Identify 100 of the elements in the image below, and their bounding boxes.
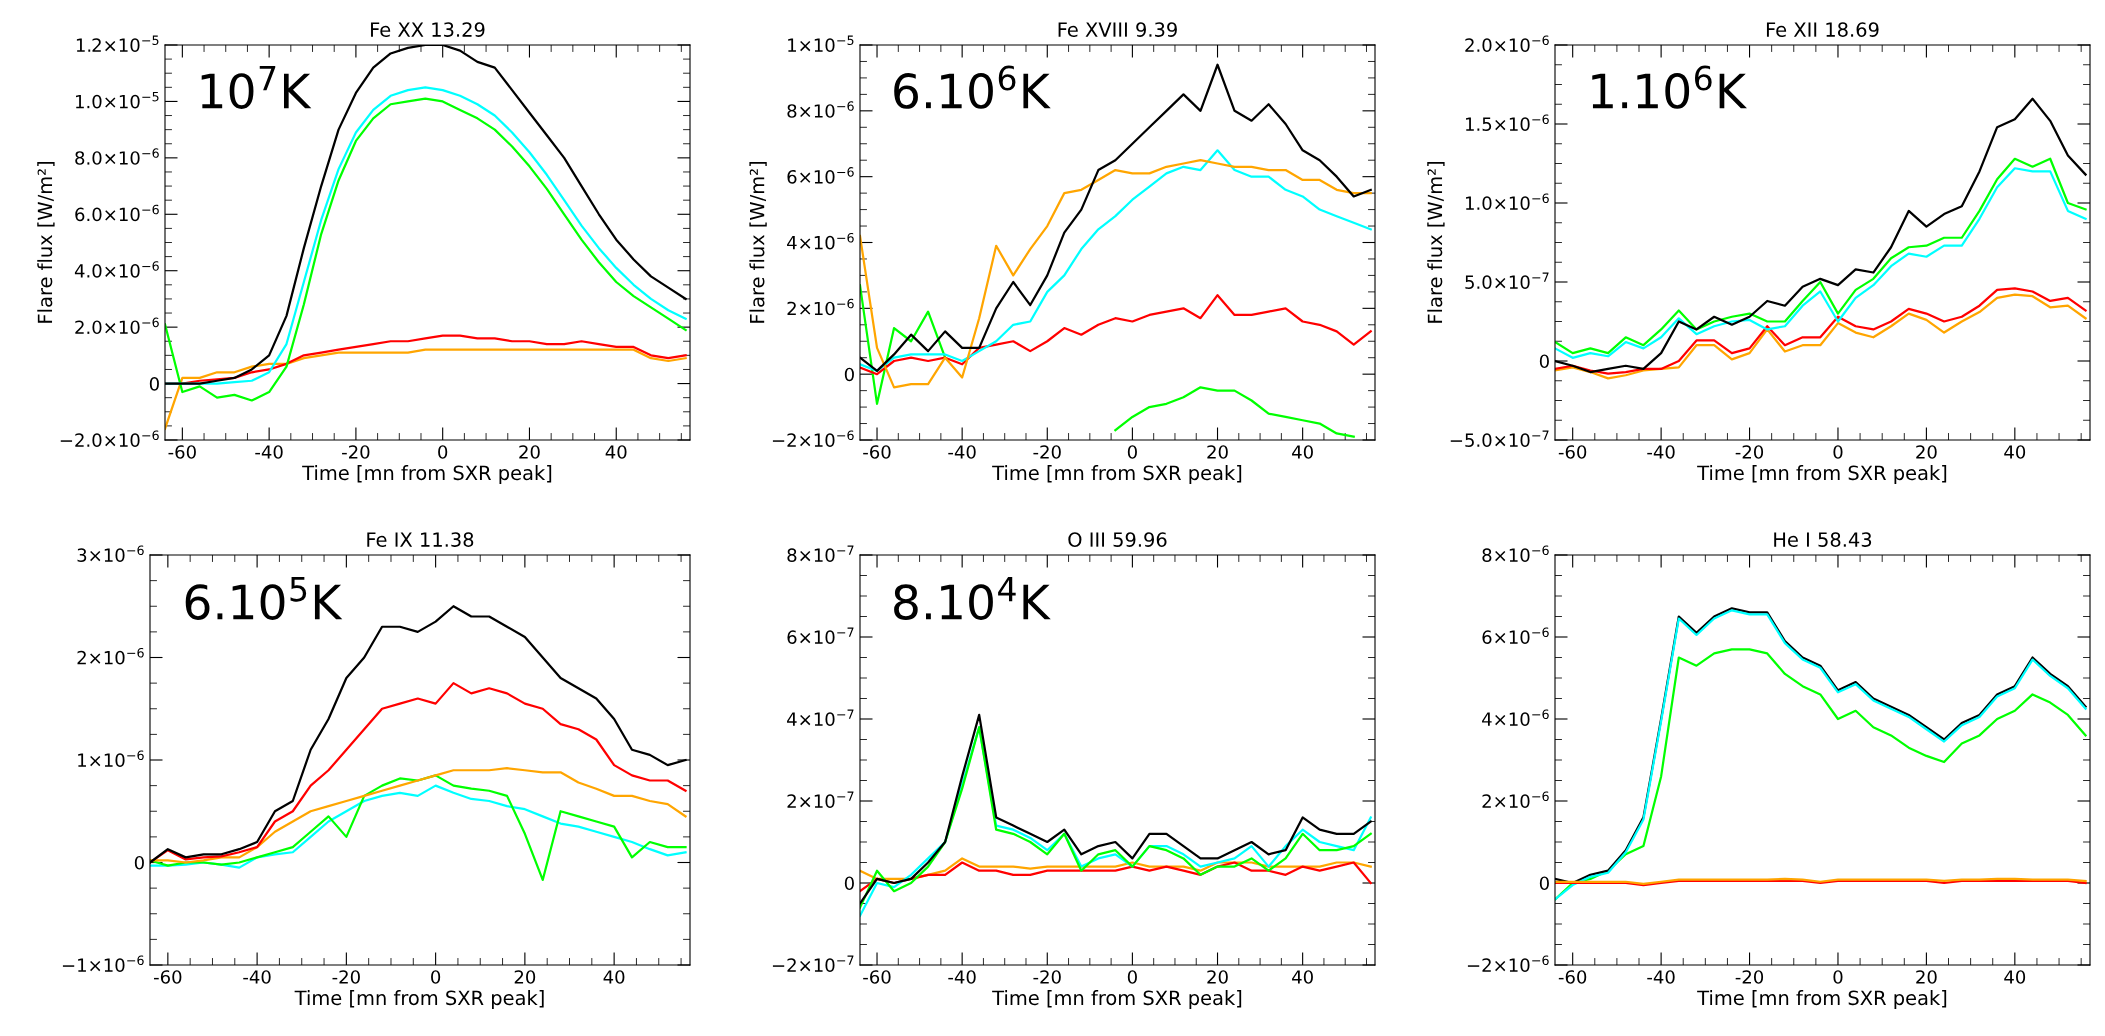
y-tick-label: 6×10$^{−6}$ — [787, 167, 854, 184]
annotation: 1.10$^{6}$K — [1592, 65, 1747, 109]
x-tick-label: 40 — [605, 445, 627, 459]
x-tick-label: 20 — [1916, 445, 1937, 459]
y-tick-label: 1×10$^{−5}$ — [788, 35, 854, 52]
annotation: 6.10$^{6}$K — [894, 65, 1051, 109]
y-tick-label: 1.0×10$^{−6}$ — [1466, 193, 1549, 210]
chart-title: Fe IX 11.38 — [367, 532, 474, 547]
x-axis-title: Time [mn from SXR peak] — [1697, 465, 1947, 484]
x-axis-title: Time [mn from SXR peak] — [992, 465, 1242, 484]
y-tick-label: −2×10$^{−6}$ — [1467, 955, 1549, 972]
y-tick-label: 1.0×10$^{−5}$ — [76, 92, 159, 109]
y-tick-label: 8×10$^{−6}$ — [787, 101, 854, 118]
y-tick-label: 1.5×10$^{−6}$ — [1466, 114, 1549, 131]
y-tick-label: 2.0×10$^{−6}$ — [75, 317, 159, 335]
y-tick-label: 4×10$^{−6}$ — [787, 232, 854, 250]
y-tick-label: −2×10$^{−6}$ — [772, 430, 854, 447]
y-tick-label: −1×10$^{−6}$ — [62, 955, 144, 972]
x-tick-label: 40 — [2004, 970, 2026, 984]
x-axis-title: Time [mn from SXR peak] — [1697, 990, 1947, 1009]
y-tick-label: 2×10$^{−6}$ — [1482, 791, 1549, 808]
x-tick-label: -60 — [1558, 445, 1587, 459]
y-tick-label: 0 — [1539, 354, 1549, 369]
y-tick-label: 6.0×10$^{−6}$ — [75, 204, 159, 222]
x-tick-label: 20 — [519, 445, 540, 459]
x-tick-label: 20 — [1916, 970, 1937, 984]
chart-title: O III 59.96 — [1068, 532, 1167, 547]
y-tick-label: 8.0×10$^{−6}$ — [75, 148, 159, 165]
x-tick-label: -60 — [153, 970, 182, 984]
y-tick-label: −2.0×10$^{−6}$ — [60, 430, 159, 447]
y-tick-label: 8×10$^{−6}$ — [1482, 545, 1549, 562]
y-tick-label: 1×10$^{−6}$ — [78, 750, 144, 767]
x-axis-title: Time [mn from SXR peak] — [294, 990, 544, 1009]
x-tick-label: -20 — [1735, 970, 1764, 984]
line-series — [150, 774, 687, 882]
x-axis-title: Time [mn from SXR peak] — [992, 990, 1242, 1009]
annotation: 8.10$^{4}$K — [894, 577, 1051, 620]
x-tick-label: 40 — [1292, 970, 1313, 984]
chart-title: He I 58.43 — [1774, 532, 1872, 547]
x-tick-label: -20 — [332, 970, 360, 984]
y-tick-label: 1.2×10$^{−5}$ — [76, 35, 159, 52]
x-tick-label: 20 — [514, 970, 536, 984]
y-axis-title: Flare flux [W/m²] — [749, 162, 767, 323]
x-tick-label: -40 — [1647, 445, 1675, 459]
x-tick-label: -20 — [1033, 445, 1061, 459]
y-tick-label: 2×10$^{−7}$ — [787, 791, 854, 808]
x-tick-label: 0 — [1127, 445, 1137, 459]
y-tick-label: 0 — [844, 876, 854, 891]
y-tick-label: 5.0×10$^{−7}$ — [1465, 272, 1549, 289]
y-tick-label: 2.0×10$^{−6}$ — [1465, 35, 1549, 52]
y-tick-label: 6×10$^{−7}$ — [787, 627, 854, 644]
y-tick-label: 2×10$^{−6}$ — [77, 647, 144, 665]
x-tick-label: -20 — [342, 445, 370, 459]
line-series — [860, 294, 1372, 376]
x-tick-label: -40 — [255, 445, 283, 459]
x-tick-label: 40 — [1292, 445, 1313, 459]
line-series — [150, 767, 687, 864]
y-tick-label: 0 — [134, 855, 144, 870]
annotation: 6.10$^{5}$K — [185, 577, 343, 620]
y-tick-label: 8×10$^{−7}$ — [787, 545, 854, 562]
x-tick-label: -40 — [243, 970, 271, 984]
x-tick-label: 20 — [1207, 445, 1228, 459]
y-axis-title: Flare flux [W/m²] — [37, 162, 55, 323]
x-tick-label: -60 — [863, 445, 891, 459]
x-tick-label: 0 — [1833, 970, 1843, 984]
x-tick-label: 0 — [1833, 445, 1843, 459]
line-series — [860, 861, 1372, 893]
line-series — [165, 348, 687, 430]
y-tick-label: 6×10$^{−6}$ — [1482, 627, 1549, 644]
x-tick-label: 0 — [431, 970, 441, 984]
y-tick-label: −5.0×10$^{−7}$ — [1450, 430, 1549, 447]
x-tick-label: -20 — [1735, 445, 1764, 459]
x-tick-label: -40 — [948, 970, 976, 984]
y-tick-label: 2×10$^{−6}$ — [787, 298, 854, 316]
chart-title: Fe XVIII 9.39 — [1058, 22, 1177, 37]
x-tick-label: -40 — [948, 445, 976, 459]
y-tick-label: 3×10$^{−6}$ — [77, 545, 144, 562]
x-tick-label: 0 — [1127, 970, 1137, 984]
x-tick-label: -60 — [1558, 970, 1587, 984]
line-series — [860, 857, 1372, 881]
x-tick-label: -40 — [1647, 970, 1675, 984]
chart-title: Fe XX 13.29 — [371, 22, 485, 37]
y-tick-label: 0 — [844, 367, 854, 382]
x-tick-label: 0 — [438, 445, 448, 459]
chart-title: Fe XII 18.69 — [1766, 22, 1879, 37]
x-tick-label: 40 — [603, 970, 625, 984]
y-tick-label: −2×10$^{−7}$ — [772, 955, 854, 972]
y-tick-label: 4×10$^{−7}$ — [787, 709, 854, 726]
x-tick-label: 20 — [1207, 970, 1228, 984]
y-tick-label: 0 — [1539, 876, 1549, 891]
line-series — [150, 784, 687, 869]
y-tick-label: 4×10$^{−6}$ — [1482, 709, 1549, 726]
x-tick-label: -60 — [168, 445, 196, 459]
x-axis-title: Time [mn from SXR peak] — [302, 465, 552, 484]
annotation: 10$^{7}$K — [201, 66, 312, 109]
x-tick-label: 40 — [2004, 445, 2026, 459]
x-tick-label: -60 — [863, 970, 891, 984]
y-tick-label: 0 — [149, 377, 159, 391]
x-tick-label: -20 — [1033, 970, 1061, 984]
y-tick-label: 4.0×10$^{−6}$ — [74, 261, 159, 278]
